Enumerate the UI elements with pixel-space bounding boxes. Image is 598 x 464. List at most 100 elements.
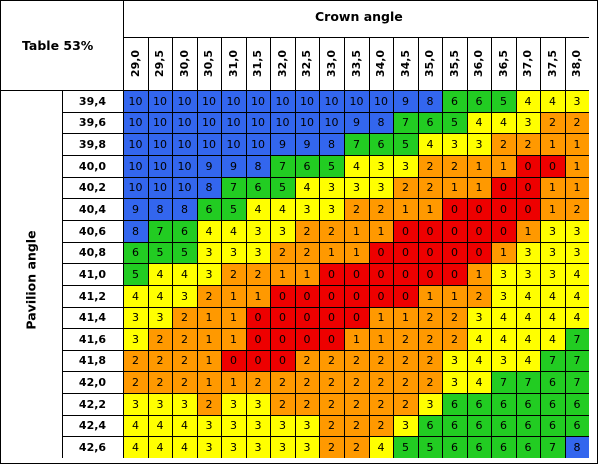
grade-cell: 2 bbox=[295, 371, 319, 393]
grade-cell: 3 bbox=[516, 263, 540, 285]
grade-cell: 10 bbox=[148, 112, 172, 133]
grade-cell: 0 bbox=[319, 328, 344, 350]
grade-cell: 1 bbox=[565, 177, 589, 198]
grade-cell: 2 bbox=[344, 436, 369, 458]
grade-cell: 2 bbox=[418, 328, 442, 350]
grade-cell: 1 bbox=[369, 220, 393, 242]
grade-cell: 6 bbox=[197, 198, 221, 220]
crown-angle-value: 35,5 bbox=[448, 49, 462, 78]
grid-line bbox=[62, 177, 589, 178]
grade-cell: 0 bbox=[369, 242, 393, 263]
crown-angle-header: 36,0 bbox=[467, 37, 491, 90]
grade-cell: 2 bbox=[393, 393, 418, 415]
grid-line bbox=[62, 285, 589, 286]
grade-cell: 1 bbox=[565, 133, 589, 155]
pavilion-angle-label: Pavilion angle bbox=[23, 230, 39, 330]
grade-cell: 6 bbox=[540, 371, 565, 393]
grade-cell: 0 bbox=[442, 263, 467, 285]
grid-line bbox=[62, 155, 589, 156]
grade-cell: 2 bbox=[319, 393, 344, 415]
grade-cell: 3 bbox=[344, 177, 369, 198]
grade-cell: 3 bbox=[148, 307, 172, 328]
grid-line bbox=[418, 37, 419, 458]
grade-cell: 2 bbox=[319, 350, 344, 371]
grade-cell: 4 bbox=[516, 90, 540, 112]
grade-cell: 0 bbox=[516, 177, 540, 198]
grade-cell: 10 bbox=[172, 155, 197, 177]
grade-cell: 2 bbox=[516, 133, 540, 155]
grade-cell: 1 bbox=[369, 328, 393, 350]
grade-cell: 0 bbox=[270, 307, 295, 328]
grade-cell: 1 bbox=[197, 371, 221, 393]
grade-cell: 1 bbox=[221, 307, 246, 328]
grade-cell: 9 bbox=[393, 90, 418, 112]
grade-cell: 3 bbox=[565, 220, 589, 242]
grade-cell: 7 bbox=[540, 436, 565, 458]
grade-cell: 7 bbox=[148, 220, 172, 242]
grade-cell: 7 bbox=[270, 155, 295, 177]
crown-angle-header: 35,0 bbox=[418, 37, 442, 90]
grade-cell: 3 bbox=[319, 198, 344, 220]
grade-cell: 6 bbox=[442, 436, 467, 458]
grid-line bbox=[62, 220, 589, 221]
grade-cell: 1 bbox=[246, 285, 270, 307]
grade-cell: 7 bbox=[516, 371, 540, 393]
grade-cell: 0 bbox=[344, 285, 369, 307]
pavilion-angle-header: 41,4 bbox=[78, 311, 107, 324]
grade-cell: 3 bbox=[319, 177, 344, 198]
grade-cell: 3 bbox=[246, 220, 270, 242]
grade-cell: 6 bbox=[540, 393, 565, 415]
crown-angle-header: 34,0 bbox=[369, 37, 393, 90]
grade-cell: 0 bbox=[418, 242, 442, 263]
grade-cell: 3 bbox=[270, 220, 295, 242]
grade-cell: 1 bbox=[197, 328, 221, 350]
grade-cell: 4 bbox=[467, 328, 491, 350]
grade-cell: 3 bbox=[540, 242, 565, 263]
grade-cell: 2 bbox=[418, 307, 442, 328]
crown-angle-value: 37,5 bbox=[546, 49, 560, 78]
crown-angle-header: 37,5 bbox=[540, 37, 565, 90]
crown-angle-header: 31,5 bbox=[246, 37, 270, 90]
grade-cell: 10 bbox=[172, 133, 197, 155]
crown-angle-header: 32,5 bbox=[295, 37, 319, 90]
grade-cell: 6 bbox=[516, 393, 540, 415]
grade-cell: 1 bbox=[197, 350, 221, 371]
grid-line bbox=[467, 37, 468, 458]
grade-cell: 2 bbox=[418, 371, 442, 393]
grade-cell: 10 bbox=[197, 133, 221, 155]
grid-line bbox=[344, 37, 345, 458]
grade-cell: 0 bbox=[467, 242, 491, 263]
grade-cell: 5 bbox=[442, 112, 467, 133]
grade-cell: 10 bbox=[148, 177, 172, 198]
crown-angle-value: 31,5 bbox=[251, 49, 265, 78]
grade-cell: 3 bbox=[540, 263, 565, 285]
grade-cell: 4 bbox=[491, 307, 516, 328]
pavilion-angle-header: 41,0 bbox=[78, 267, 107, 281]
grade-cell: 10 bbox=[123, 177, 148, 198]
grade-cell: 1 bbox=[197, 307, 221, 328]
grade-cell: 10 bbox=[172, 112, 197, 133]
grade-cell: 4 bbox=[123, 285, 148, 307]
grade-cell: 0 bbox=[393, 220, 418, 242]
grade-cell: 2 bbox=[418, 177, 442, 198]
grade-cell: 1 bbox=[221, 285, 246, 307]
pavilion-angle-header: 41,2 bbox=[78, 289, 107, 303]
grade-cell: 6 bbox=[491, 436, 516, 458]
crown-angle-header: 36,5 bbox=[491, 37, 516, 90]
grade-cell: 2 bbox=[319, 220, 344, 242]
grade-cell: 3 bbox=[123, 393, 148, 415]
grade-cell: 4 bbox=[491, 328, 516, 350]
grade-cell: 3 bbox=[418, 393, 442, 415]
crown-angle-value: 36,0 bbox=[472, 49, 486, 78]
grade-cell: 1 bbox=[270, 263, 295, 285]
grade-cell: 3 bbox=[442, 350, 467, 371]
grade-cell: 2 bbox=[295, 350, 319, 371]
pavilion-angle-header: 42,2 bbox=[78, 397, 107, 411]
pavilion-angle-header: 42,0 bbox=[78, 375, 107, 389]
grade-cell: 1 bbox=[344, 328, 369, 350]
grade-cell: 0 bbox=[393, 263, 418, 285]
grade-cell: 3 bbox=[467, 307, 491, 328]
grade-cell: 4 bbox=[270, 198, 295, 220]
crown-angle-value: 30,5 bbox=[202, 49, 216, 78]
grade-cell: 2 bbox=[369, 371, 393, 393]
